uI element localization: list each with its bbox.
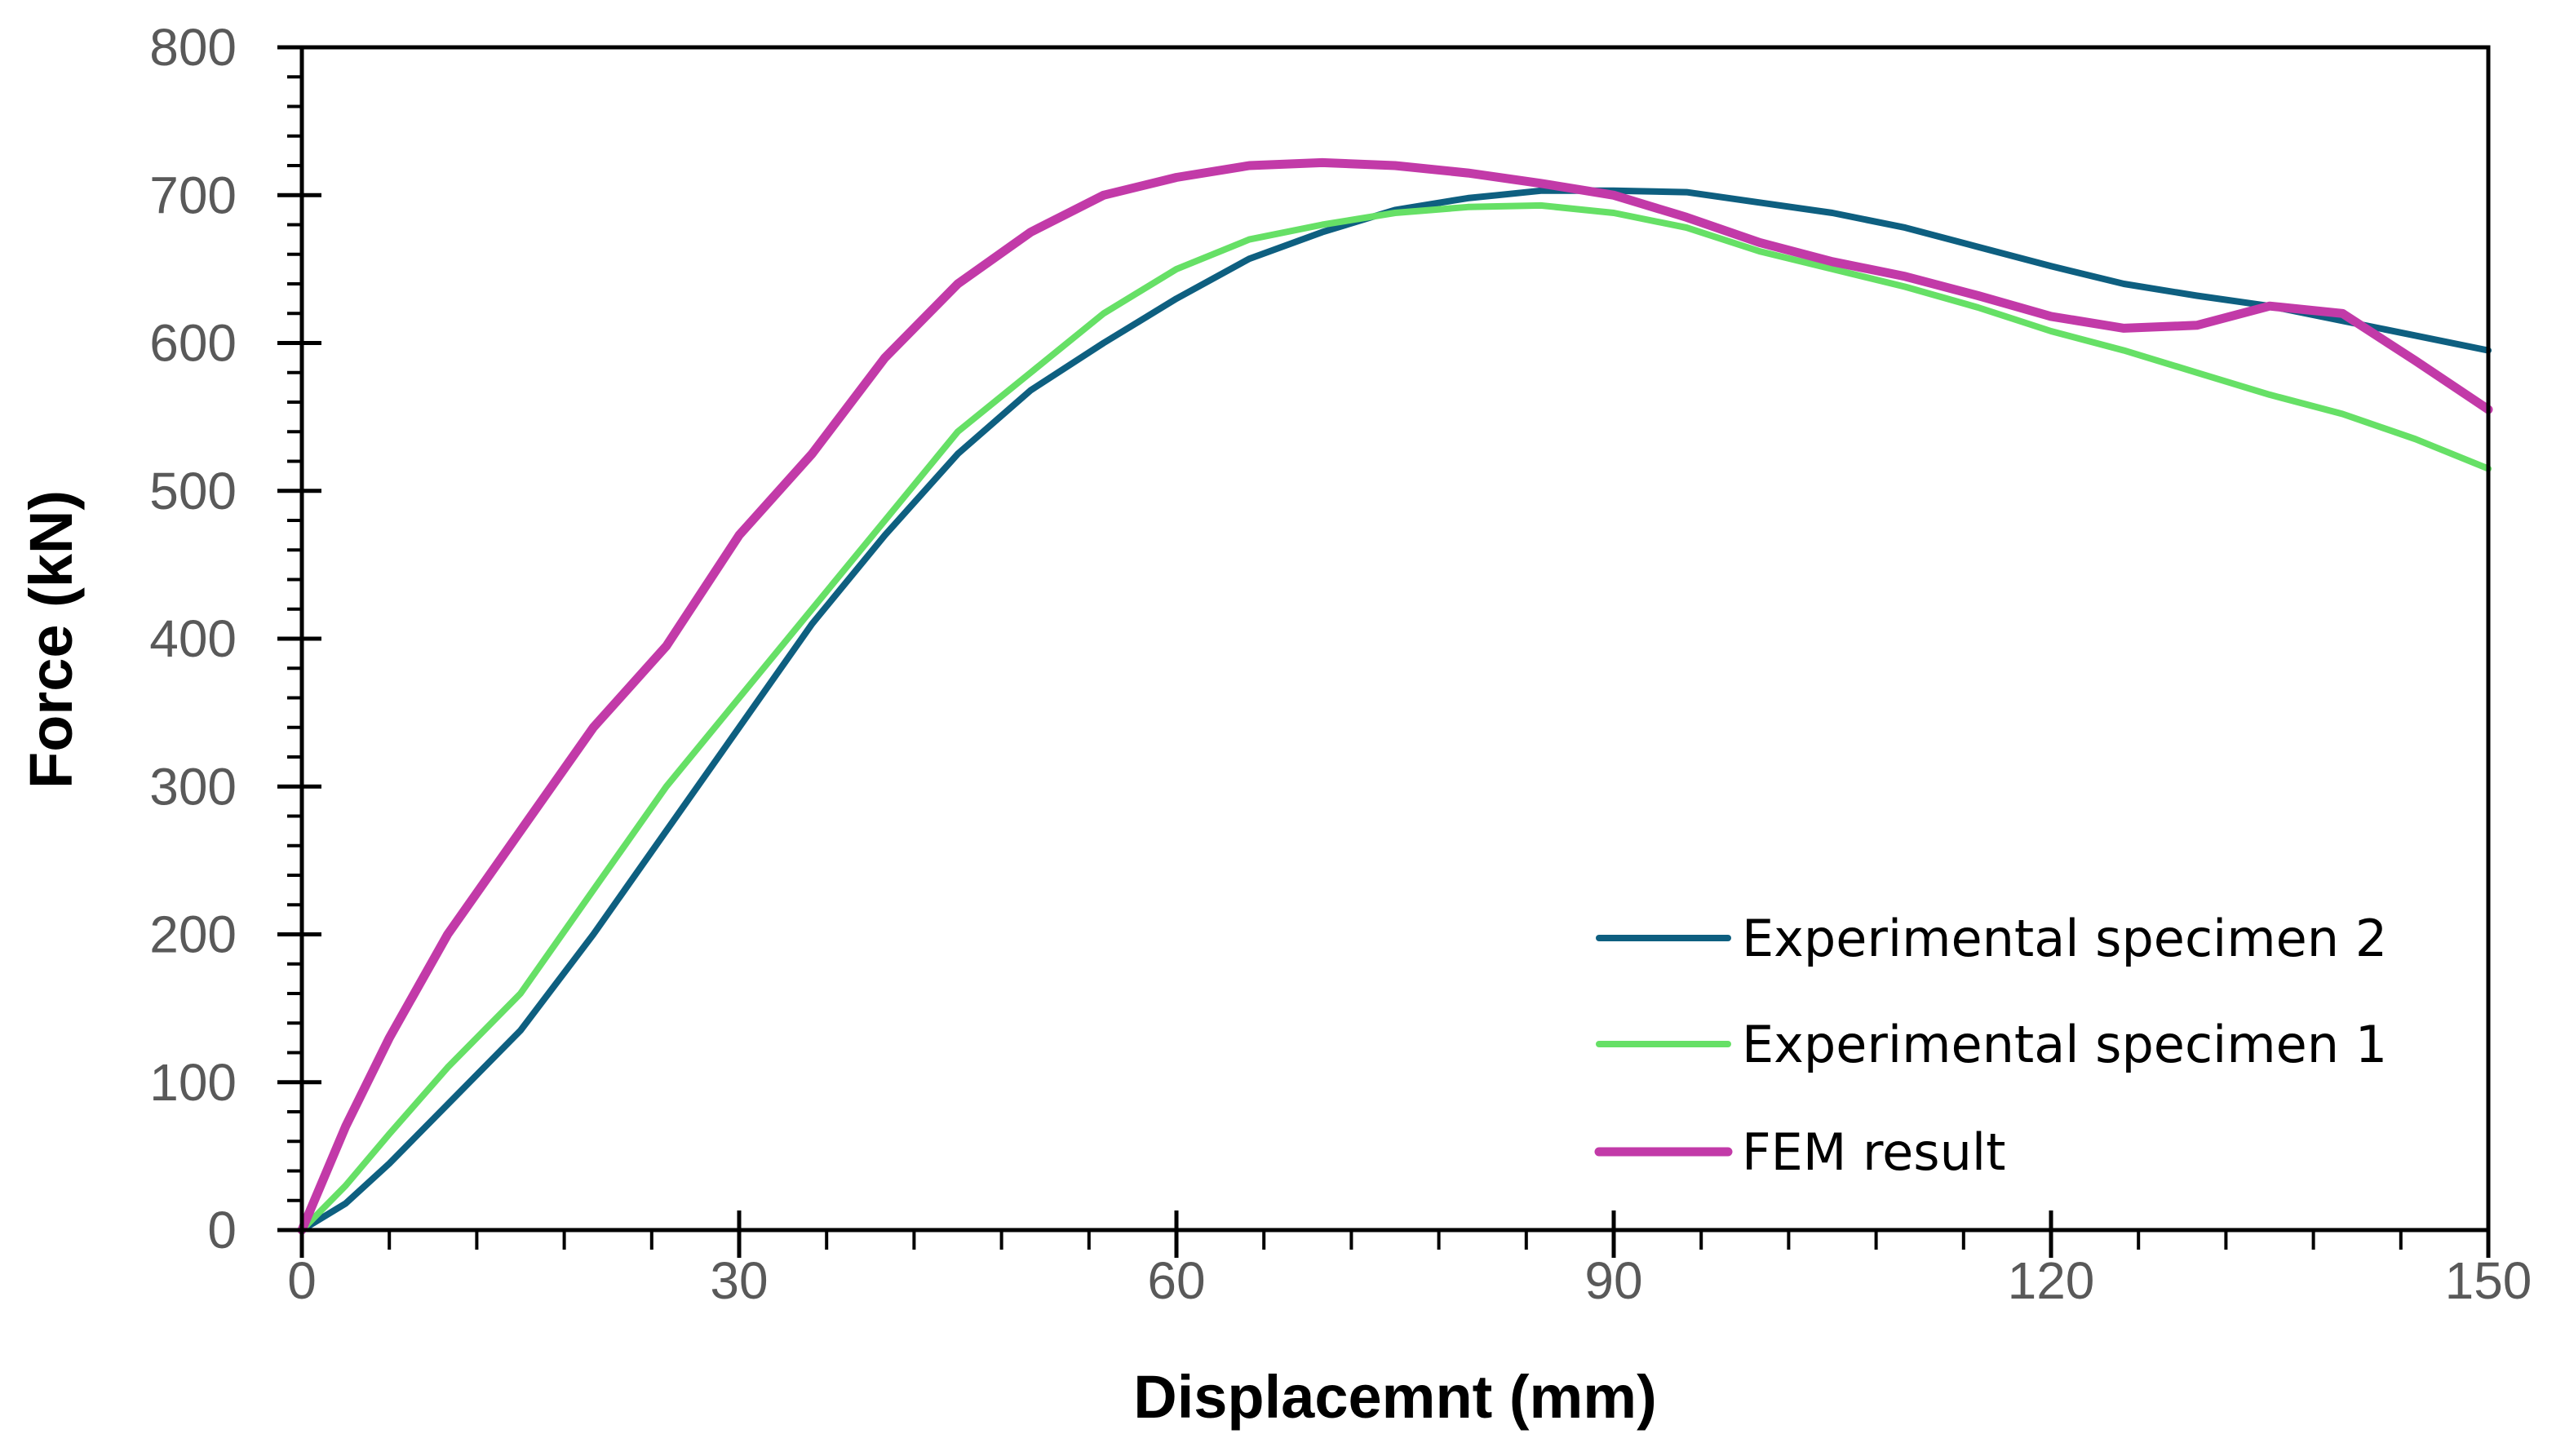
minor-ticks [287, 75, 2403, 1250]
x-axis-title: Displacemnt (mm) [1133, 1363, 1656, 1431]
series-line-2 [299, 201, 2492, 1233]
x-tick-label: 120 [2008, 1251, 2095, 1310]
legend-label: Experimental specimen 1 [1742, 1015, 2387, 1074]
y-tick-label: 500 [149, 462, 237, 520]
y-tick-label: 600 [149, 314, 237, 373]
y-tick-label: 700 [149, 166, 237, 224]
x-tick-label: 60 [1147, 1251, 1205, 1310]
legend: Experimental specimen 2 Experimental spec… [1594, 909, 2387, 1182]
major-ticks [277, 45, 2491, 1258]
x-tick-label: 0 [287, 1251, 317, 1310]
y-axis-title: Force (kN) [17, 490, 85, 789]
y-tick-label: 200 [149, 905, 237, 964]
y-tick-label: 400 [149, 609, 237, 668]
x-tick-label: 90 [1584, 1251, 1642, 1310]
x-tick-label: 30 [710, 1251, 768, 1310]
x-tick-label: 150 [2445, 1251, 2532, 1310]
plot-lines [297, 157, 2493, 1235]
y-tick-label: 100 [149, 1053, 237, 1112]
legend-label: Experimental specimen 2 [1742, 909, 2387, 968]
y-tick-label: 300 [149, 757, 237, 816]
y-tick-label: 800 [149, 18, 237, 77]
y-tick-label: 0 [207, 1201, 237, 1259]
series-line-3 [297, 157, 2493, 1235]
tick-labels: 0 30 60 90 120 150 0 100 200 300 400 500 600 700 800 [149, 18, 2532, 1310]
legend-label: FEM result [1742, 1122, 2005, 1182]
